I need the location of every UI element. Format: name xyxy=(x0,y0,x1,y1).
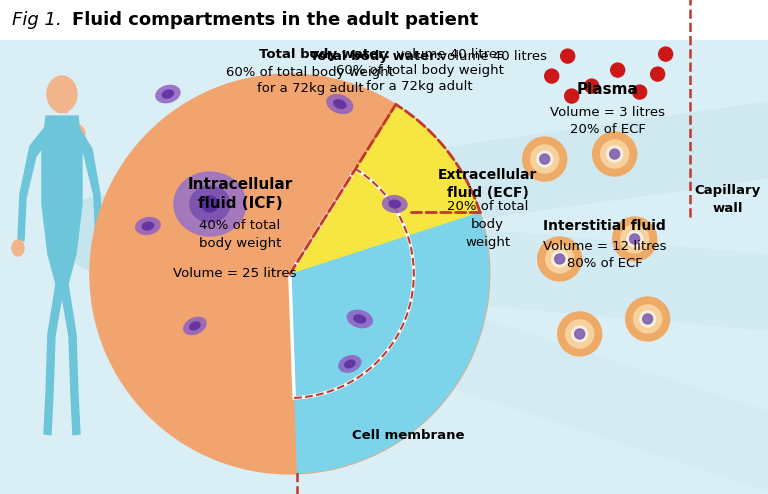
Circle shape xyxy=(634,305,662,333)
Text: Total body water:: Total body water: xyxy=(310,50,441,63)
Circle shape xyxy=(202,196,218,212)
Text: Cell membrane: Cell membrane xyxy=(352,429,464,443)
Circle shape xyxy=(659,47,673,61)
Circle shape xyxy=(561,49,574,63)
Text: 60% of total body weight: 60% of total body weight xyxy=(226,66,394,79)
Circle shape xyxy=(601,140,629,168)
Text: Extracellular
fluid (ECF): Extracellular fluid (ECF) xyxy=(438,168,538,200)
Text: Fluid compartments in the adult patient: Fluid compartments in the adult patient xyxy=(72,11,478,29)
Text: Plasma: Plasma xyxy=(577,82,639,97)
Circle shape xyxy=(566,320,594,348)
Circle shape xyxy=(593,132,637,176)
Circle shape xyxy=(640,311,656,327)
Circle shape xyxy=(574,329,584,339)
Text: for a 72kg adult: for a 72kg adult xyxy=(366,80,473,93)
Circle shape xyxy=(611,63,624,77)
Circle shape xyxy=(546,245,574,273)
Wedge shape xyxy=(290,104,490,474)
Ellipse shape xyxy=(346,310,373,329)
Circle shape xyxy=(627,231,643,247)
Wedge shape xyxy=(290,104,480,274)
Text: Volume = 25 litres: Volume = 25 litres xyxy=(173,267,296,281)
Ellipse shape xyxy=(344,360,356,369)
Circle shape xyxy=(633,85,647,99)
Circle shape xyxy=(626,297,670,341)
Circle shape xyxy=(630,234,640,244)
Ellipse shape xyxy=(141,221,154,231)
Ellipse shape xyxy=(96,240,108,256)
Circle shape xyxy=(558,312,601,356)
Circle shape xyxy=(537,151,553,167)
Polygon shape xyxy=(18,126,50,241)
Circle shape xyxy=(643,314,653,324)
Bar xyxy=(57,100,67,112)
Ellipse shape xyxy=(47,76,77,112)
Text: volume 40 litres: volume 40 litres xyxy=(435,50,547,63)
Ellipse shape xyxy=(333,99,346,109)
Ellipse shape xyxy=(135,217,161,235)
Circle shape xyxy=(554,254,564,264)
Ellipse shape xyxy=(353,314,366,324)
Circle shape xyxy=(531,145,558,173)
Circle shape xyxy=(571,326,588,342)
Ellipse shape xyxy=(174,172,246,236)
Polygon shape xyxy=(44,284,64,435)
Circle shape xyxy=(650,67,664,81)
Ellipse shape xyxy=(12,240,24,256)
Circle shape xyxy=(523,137,567,181)
Text: 80% of ECF: 80% of ECF xyxy=(567,257,643,271)
Bar xyxy=(0,0,767,40)
Text: 60% of total body weight: 60% of total body weight xyxy=(336,64,504,77)
Circle shape xyxy=(540,154,550,164)
Ellipse shape xyxy=(155,85,180,103)
Circle shape xyxy=(551,251,568,267)
Ellipse shape xyxy=(189,321,201,330)
Text: Fig 1.: Fig 1. xyxy=(12,11,61,29)
Text: 20% of total
body
weight: 20% of total body weight xyxy=(447,200,528,248)
Circle shape xyxy=(545,69,558,83)
Polygon shape xyxy=(74,126,102,242)
Circle shape xyxy=(613,217,657,261)
Polygon shape xyxy=(60,284,80,435)
Text: Volume = 3 litres: Volume = 3 litres xyxy=(550,106,665,119)
Polygon shape xyxy=(42,116,82,284)
Ellipse shape xyxy=(183,317,207,335)
Circle shape xyxy=(610,149,620,159)
Ellipse shape xyxy=(43,120,85,148)
Circle shape xyxy=(621,225,649,253)
Text: 40% of total
body weight: 40% of total body weight xyxy=(199,218,281,249)
Ellipse shape xyxy=(338,355,362,373)
Ellipse shape xyxy=(190,186,230,222)
Circle shape xyxy=(607,146,623,162)
Circle shape xyxy=(584,79,599,93)
Text: Volume = 12 litres: Volume = 12 litres xyxy=(543,240,667,252)
Text: volume 40 litres: volume 40 litres xyxy=(392,48,504,61)
Text: Intracellular
fluid (ICF): Intracellular fluid (ICF) xyxy=(187,177,293,211)
Ellipse shape xyxy=(389,200,401,208)
Text: Capillary
wall: Capillary wall xyxy=(694,184,761,214)
Ellipse shape xyxy=(326,94,353,114)
Ellipse shape xyxy=(161,89,174,99)
Circle shape xyxy=(564,89,579,103)
Text: 20% of ECF: 20% of ECF xyxy=(570,123,646,135)
Circle shape xyxy=(90,74,490,474)
Text: Interstitial fluid: Interstitial fluid xyxy=(543,219,666,233)
Text: Total body water:: Total body water: xyxy=(259,48,390,61)
Ellipse shape xyxy=(382,195,408,213)
Circle shape xyxy=(538,237,581,281)
Text: for a 72kg adult: for a 72kg adult xyxy=(257,82,363,95)
